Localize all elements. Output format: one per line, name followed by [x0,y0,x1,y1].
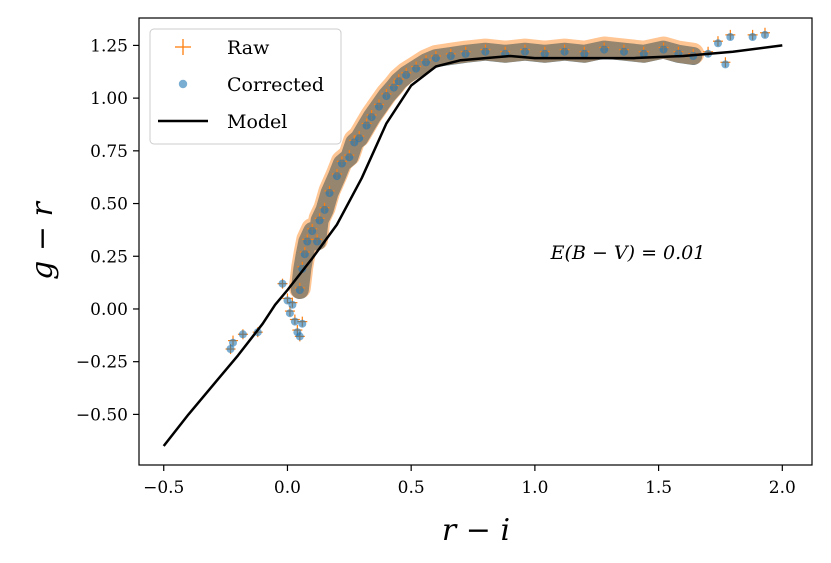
legend-raw-marker [175,39,191,55]
corrected-point [446,52,455,60]
corrected-point [580,49,589,58]
corrected-point [521,47,529,56]
corrected-point [303,237,312,246]
corrected-point [748,33,757,41]
corrected-point [362,121,371,130]
corrected-point [298,319,307,328]
y-axis-label: g − r [25,200,60,279]
corrected-point [229,338,237,347]
x-tick-label: 0.5 [398,478,425,498]
corrected-point [288,300,297,309]
legend-raw-label: Raw [227,37,270,59]
corrected-point [394,77,403,86]
corrected-point [285,309,294,318]
y-tick-label: 0.25 [90,247,128,267]
corrected-point [659,45,668,54]
corrected-point [481,47,490,56]
legend-corrected-label: Corrected [227,74,324,96]
corrected-point [238,330,247,339]
corrected-point [315,216,324,225]
corrected-point [461,49,470,58]
model-line [162,44,783,447]
x-tick-label: 2.0 [769,478,796,498]
corrected-point [308,227,317,235]
y-tick-label: 1.25 [90,36,128,56]
y-tick-label: 0.00 [90,300,128,320]
x-tick-label: 1.5 [645,478,672,498]
corrected-point [540,49,549,58]
corrected-point [714,39,722,48]
corrected-point [355,134,364,143]
corrected-point [402,70,411,79]
corrected-point [431,54,440,63]
corrected-point [367,113,376,122]
legend-box [149,28,342,145]
corrected-point [313,237,322,246]
y-tick-label: 0.50 [90,195,128,215]
x-axis: −0.5 0.0 0.5 1.0 1.5 2.0 [143,465,796,498]
corrected-point [226,345,235,353]
corrected-point [560,47,569,56]
y-tick-label: 0.75 [90,142,128,162]
corrected-point [620,47,628,56]
corrected-point [332,172,341,181]
plot-frame [138,17,813,466]
corrected-point [375,102,383,111]
y-tick-label: 1.00 [90,89,128,109]
corrected-point [389,83,398,92]
x-tick-label: 1.0 [521,478,548,498]
corrected-point [295,286,304,294]
corrected-point [761,30,769,39]
legend-model-label: Model [227,111,287,133]
annotation-ebv: E(B − V) = 0.01 [550,242,706,264]
corrected-point [278,279,287,288]
corrected-point [639,49,648,58]
corrected-point [300,250,309,259]
corrected-point [337,159,346,168]
x-axis-label: r − i [442,513,510,548]
corrected-point [290,317,299,326]
corrected-point [382,92,391,100]
corrected-point [345,153,354,162]
model-series [162,44,783,447]
y-tick-label: −0.25 [76,353,128,373]
legend: Raw Corrected Model [149,28,342,145]
corrected-point [721,60,730,69]
corrected-point [412,64,421,73]
corrected-point [325,189,334,197]
corrected-point [726,33,735,41]
corrected-point [422,58,430,67]
corrected-point [295,332,304,341]
x-tick-label: −0.5 [143,478,184,498]
y-axis: −0.50 −0.25 0.00 0.25 0.50 0.75 1.00 1.25 [76,36,139,425]
x-tick-label: 0.0 [274,478,301,498]
corrected-point [600,45,609,54]
y-tick-label: −0.50 [76,405,128,425]
corrected-point [320,205,329,214]
legend-corrected-marker [178,79,188,89]
